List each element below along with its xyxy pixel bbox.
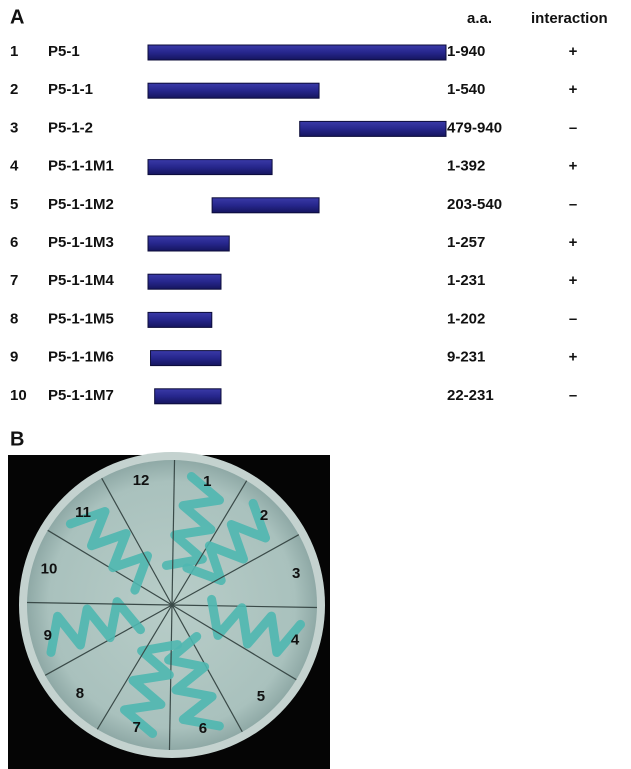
row-number: 2 (10, 81, 18, 98)
construct-name: P5-1-1M1 (48, 158, 114, 175)
row-number: 10 (10, 387, 27, 404)
aa-range: 203-540 (447, 196, 502, 213)
bacterial-streak (161, 472, 224, 570)
construct-bar (147, 273, 222, 290)
interaction-result: – (569, 310, 577, 327)
sector-divider (171, 534, 300, 606)
bacterial-streak (65, 507, 152, 595)
row-number: 6 (10, 234, 18, 251)
bacterial-streak (207, 594, 305, 657)
column-header: a.a. (467, 10, 492, 27)
sector-divider (27, 601, 173, 606)
row-number: 5 (10, 196, 18, 213)
aa-range: 479-940 (447, 119, 502, 136)
bacterial-streak (164, 632, 224, 731)
construct-bar (147, 159, 273, 176)
construct-bar (299, 120, 447, 137)
sector-label: 6 (199, 720, 207, 737)
bacterial-streak (120, 640, 183, 738)
construct-name: P5-1-1M4 (48, 272, 115, 289)
interaction-result: + (569, 158, 578, 175)
construct-bar (154, 388, 222, 405)
construct-bar (147, 311, 213, 328)
interaction-result: – (569, 387, 577, 404)
construct-name: P5-1-1M5 (48, 310, 114, 327)
construct-bar (147, 235, 230, 252)
interaction-result: + (569, 81, 578, 98)
construct-name: P5-1-1M2 (48, 196, 114, 213)
construct-bar (147, 44, 447, 61)
sector-divider (101, 477, 173, 606)
construct-name: P5-1-1 (48, 81, 93, 98)
sector-label: 8 (76, 685, 84, 702)
bacterial-streak (182, 498, 270, 585)
row-number: 3 (10, 119, 18, 136)
panel-label: B (10, 428, 24, 450)
aa-range: 1-257 (447, 234, 485, 251)
sector-label: 2 (260, 507, 268, 524)
aa-range: 22-231 (447, 387, 494, 404)
interaction-result: – (569, 196, 577, 213)
sector-divider (171, 460, 176, 606)
column-header: interaction (531, 10, 608, 27)
construct-name: P5-1-2 (48, 119, 93, 136)
row-number: 4 (10, 158, 19, 175)
interaction-result: + (569, 349, 578, 366)
construct-name: P5-1-1M3 (48, 234, 114, 251)
interaction-result: + (569, 43, 578, 60)
sector-label: 12 (133, 472, 150, 489)
bacterial-streak (46, 597, 145, 657)
aa-range: 1-231 (447, 272, 485, 289)
aa-range: 9-231 (447, 349, 485, 366)
panel-label: A (10, 6, 24, 28)
row-number: 7 (10, 272, 18, 289)
row-number: 1 (10, 43, 18, 60)
interaction-result: + (569, 272, 578, 289)
interaction-result: – (569, 119, 577, 136)
construct-bar (147, 82, 320, 99)
sector-label: 4 (291, 631, 300, 648)
sector-label: 5 (257, 688, 265, 705)
interaction-result: + (569, 234, 578, 251)
construct-name: P5-1-1M6 (48, 349, 114, 366)
aa-range: 1-202 (447, 310, 485, 327)
construct-name: P5-1-1M7 (48, 387, 114, 404)
sector-label: 11 (75, 504, 91, 521)
sector-label: 9 (44, 627, 52, 644)
construct-name: P5-1 (48, 43, 80, 60)
sector-label: 1 (203, 473, 211, 490)
sector-label: 10 (41, 561, 58, 578)
aa-range: 1-392 (447, 158, 485, 175)
sector-divider (171, 604, 297, 681)
aa-range: 1-540 (447, 81, 485, 98)
aa-range: 1-940 (447, 43, 485, 60)
sector-label: 3 (292, 565, 300, 582)
row-number: 8 (10, 310, 18, 327)
sector-divider (96, 604, 173, 730)
row-number: 9 (10, 349, 18, 366)
sector-label: 7 (133, 719, 141, 736)
construct-bar (150, 350, 222, 367)
construct-bar (211, 197, 320, 214)
